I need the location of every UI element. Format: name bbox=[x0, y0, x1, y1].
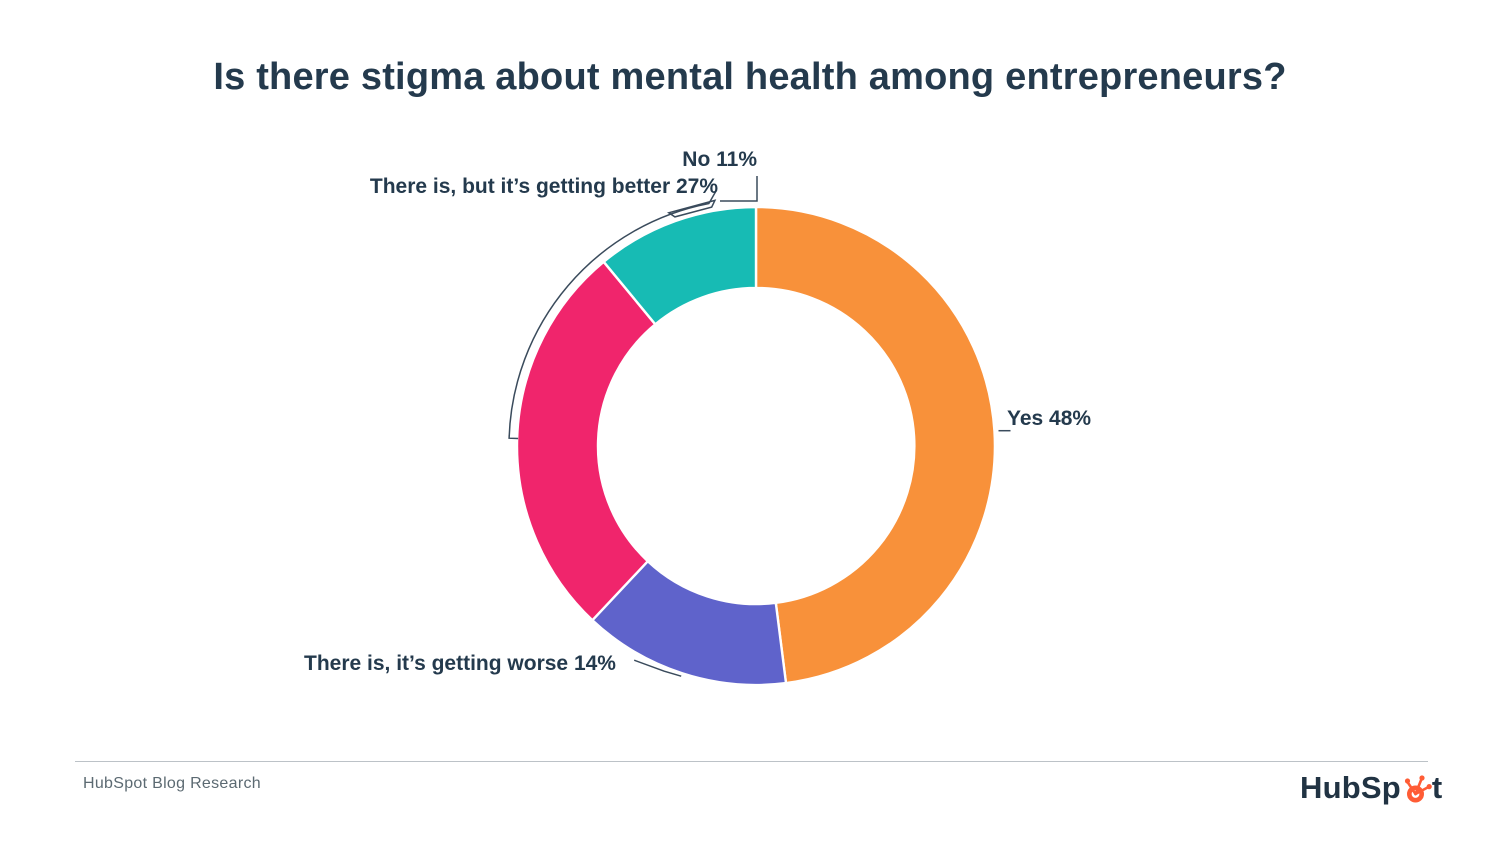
hubspot-logo: HubSp t bbox=[1300, 770, 1442, 806]
leader-no bbox=[720, 176, 758, 202]
slice-label-yes: Yes 48% bbox=[1007, 407, 1092, 430]
footer-divider bbox=[75, 761, 1428, 762]
hubspot-sprocket-icon bbox=[1404, 775, 1432, 803]
source-credit: HubSpot Blog Research bbox=[83, 775, 261, 792]
leader-no-bracket bbox=[667, 199, 717, 218]
slice-label-getting-better: There is, but it’s getting better 27% bbox=[369, 175, 718, 198]
chart-title: Is there stigma about mental health amon… bbox=[213, 56, 1287, 98]
donut-segment-no bbox=[602, 205, 758, 326]
slice-label-getting-worse: There is, it’s getting worse 14% bbox=[304, 652, 616, 675]
leader-better bbox=[508, 190, 717, 440]
hubspot-logo-text-prefix: HubSp bbox=[1300, 770, 1401, 805]
donut-segment-better bbox=[515, 260, 657, 622]
callout-leader-lines bbox=[508, 176, 1011, 677]
donut-segment-yes bbox=[754, 205, 997, 685]
slice-label-no: No 11% bbox=[682, 148, 757, 171]
hubspot-logo-text-suffix: t bbox=[1431, 770, 1443, 805]
leader-worse bbox=[633, 659, 682, 677]
